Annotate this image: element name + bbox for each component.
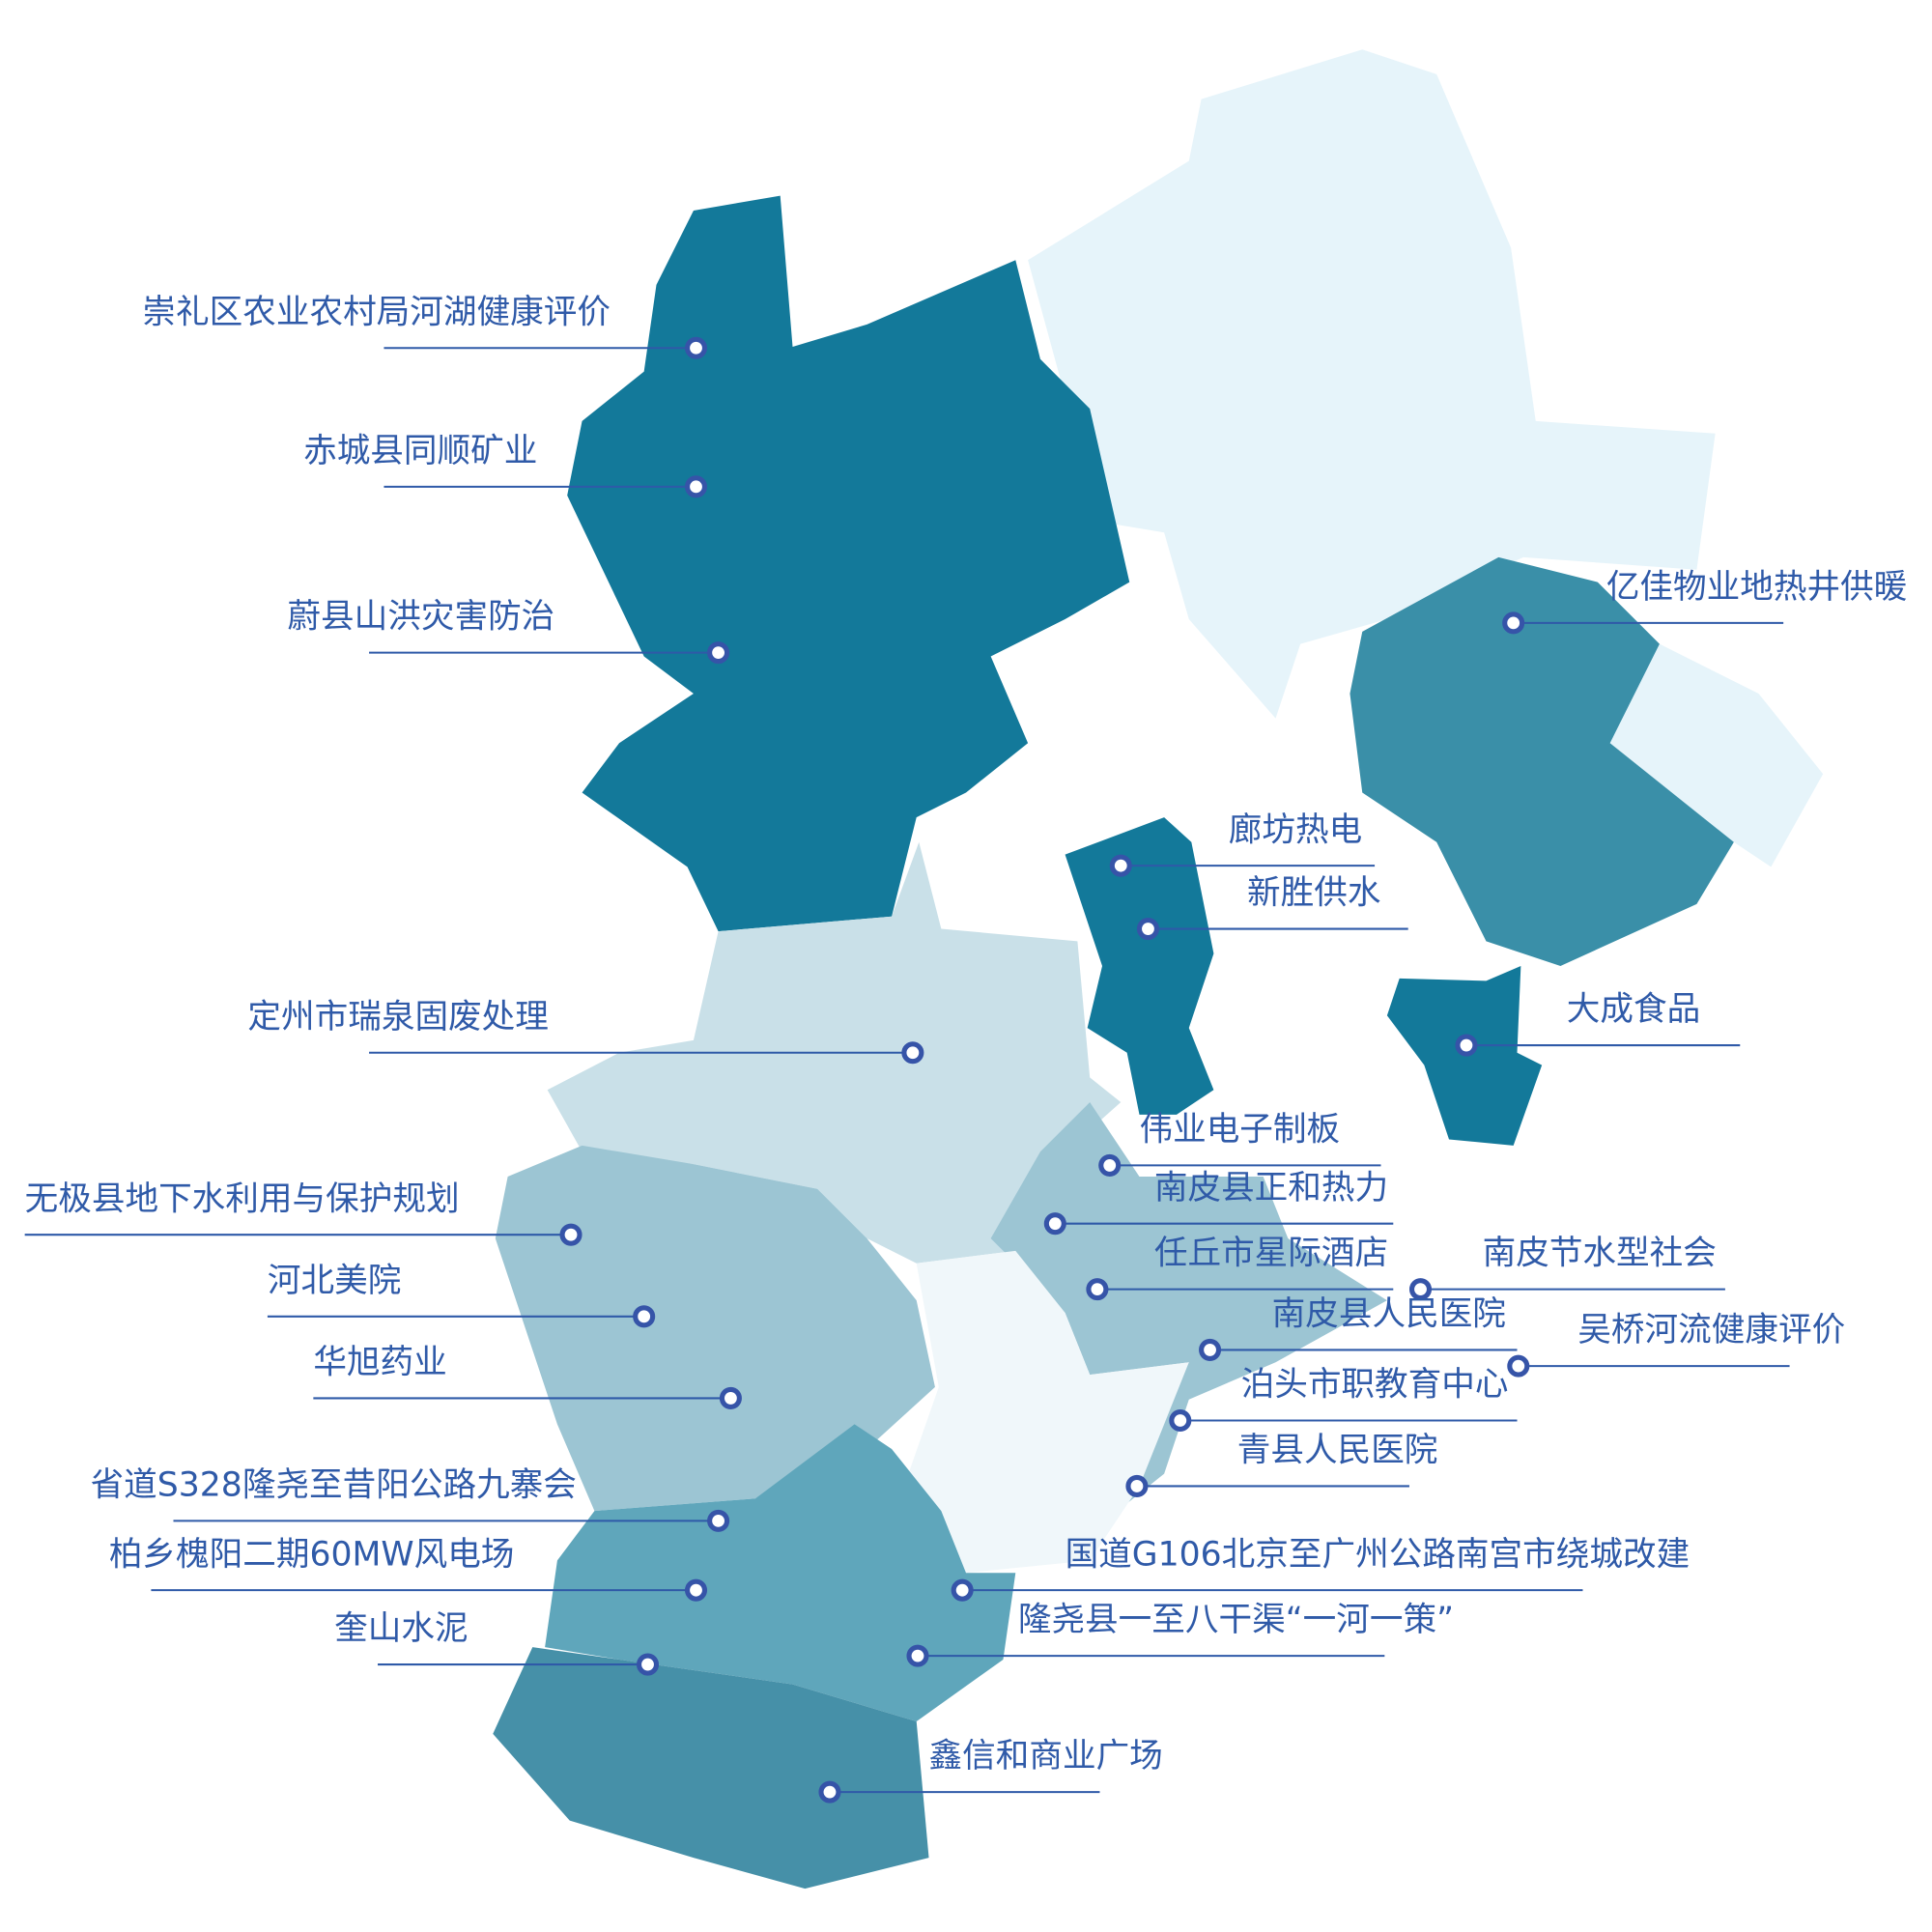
marker-dot xyxy=(906,1644,929,1667)
marker: 泊头市职教育中心 xyxy=(1169,1366,1518,1433)
marker-label: 崇礼区农业农村局河湖健康评价 xyxy=(142,293,611,331)
region xyxy=(1028,49,1716,719)
marker: 蔚县山洪灾害防治 xyxy=(287,598,730,665)
marker-dot xyxy=(901,1041,924,1065)
marker-label: 青县人民医院 xyxy=(1237,1432,1438,1470)
marker: 吴桥河流健康评价 xyxy=(1507,1311,1845,1378)
marker-dot xyxy=(684,1578,708,1602)
marker-dot xyxy=(707,1509,730,1532)
marker-label: 廊坊热电 xyxy=(1229,810,1362,849)
marker-label: 吴桥河流健康评价 xyxy=(1577,1311,1845,1350)
marker: 无极县地下水利用与保护规划 xyxy=(25,1179,582,1246)
marker-dot xyxy=(951,1578,974,1602)
marker: 国道G106北京至广州公路南宫市绕城改建 xyxy=(951,1535,1690,1602)
marker-label: 无极县地下水利用与保护规划 xyxy=(25,1179,460,1218)
region xyxy=(1065,817,1214,1115)
marker-dot xyxy=(719,1386,742,1409)
marker: 定州市瑞泉固废处理 xyxy=(247,998,924,1065)
marker-label: 任丘市星际酒店 xyxy=(1154,1235,1388,1273)
marker-dot xyxy=(1455,1034,1478,1057)
marker-dot xyxy=(707,641,730,665)
marker: 亿佳物业地热井供暖 xyxy=(1502,568,1907,635)
marker-dot xyxy=(1507,1354,1530,1378)
marker: 柏乡槐阳二期60MW风电场 xyxy=(109,1535,708,1602)
marker-label: 伟业电子制板 xyxy=(1139,1111,1340,1150)
marker-label: 河北美院 xyxy=(268,1262,401,1300)
marker: 廊坊热电 xyxy=(1109,810,1376,877)
marker-label: 鑫信和商业广场 xyxy=(929,1737,1163,1776)
marker: 新胜供水 xyxy=(1136,874,1408,941)
marker: 赤城县同顺矿业 xyxy=(303,432,708,498)
marker-dot xyxy=(684,336,708,359)
marker: 南皮县人民医院 xyxy=(1199,1295,1518,1361)
marker-label: 大成食品 xyxy=(1567,990,1700,1029)
marker-label: 新胜供水 xyxy=(1247,874,1380,913)
marker: 鑫信和商业广场 xyxy=(818,1737,1163,1804)
marker: 大成食品 xyxy=(1455,990,1741,1057)
marker-label: 亿佳物业地热井供暖 xyxy=(1606,568,1907,607)
region xyxy=(545,1424,1016,1722)
marker-label: 奎山水泥 xyxy=(334,1609,468,1648)
marker-label: 泊头市职教育中心 xyxy=(1241,1366,1509,1405)
region xyxy=(1609,643,1824,867)
marker-label: 南皮节水型社会 xyxy=(1483,1235,1717,1273)
region xyxy=(990,1102,1387,1514)
marker-dot xyxy=(1086,1278,1109,1301)
marker: 青县人民医院 xyxy=(1125,1432,1438,1497)
marker-label: 省道S328隆尧至昔阳公路九寨会 xyxy=(91,1465,577,1504)
region xyxy=(495,1145,935,1512)
marker-dot xyxy=(559,1223,582,1246)
region xyxy=(567,195,1130,932)
marker-dot xyxy=(818,1780,841,1804)
marker-label: 南皮县人民医院 xyxy=(1272,1295,1506,1334)
marker: 奎山水泥 xyxy=(334,1609,660,1676)
marker-label: 柏乡槐阳二期60MW风电场 xyxy=(109,1535,515,1574)
region xyxy=(493,1647,929,1889)
marker: 华旭药业 xyxy=(313,1344,742,1409)
marker-dot xyxy=(1109,854,1132,877)
marker-dot xyxy=(1408,1278,1433,1301)
marker-label: 国道G106北京至广州公路南宫市绕城改建 xyxy=(1065,1535,1690,1574)
marker: 隆尧县一至八干渠“一河一策” xyxy=(906,1601,1454,1667)
marker-dot xyxy=(684,475,708,498)
marker-dot xyxy=(1043,1212,1066,1236)
marker-label: 定州市瑞泉固废处理 xyxy=(247,998,548,1037)
marker-dot xyxy=(1169,1408,1192,1433)
marker-dot xyxy=(1199,1338,1222,1361)
marker-label: 南皮县正和热力 xyxy=(1154,1169,1388,1208)
marker-dot xyxy=(1502,611,1525,635)
marker: 崇礼区农业农村局河湖健康评价 xyxy=(142,293,708,359)
marker-label: 隆尧县一至八干渠“一河一策” xyxy=(1018,1601,1454,1639)
marker-dot xyxy=(636,1653,660,1676)
marker-dot xyxy=(1136,918,1159,941)
marker-dot xyxy=(633,1305,656,1328)
marker-dot xyxy=(1125,1474,1149,1497)
marker: 任丘市星际酒店 xyxy=(1086,1235,1394,1301)
marker: 南皮节水型社会 xyxy=(1408,1235,1725,1301)
marker: 南皮县正和热力 xyxy=(1043,1169,1394,1236)
region xyxy=(903,1250,1189,1574)
marker: 河北美院 xyxy=(268,1262,656,1328)
marker: 伟业电子制板 xyxy=(1098,1111,1381,1177)
marker-label: 赤城县同顺矿业 xyxy=(303,432,537,470)
marker: 省道S328隆尧至昔阳公路九寨会 xyxy=(91,1465,730,1532)
marker-label: 蔚县山洪灾害防治 xyxy=(287,598,554,637)
region xyxy=(1350,556,1734,966)
marker-dot xyxy=(1098,1153,1122,1177)
marker-label: 华旭药业 xyxy=(313,1344,446,1382)
